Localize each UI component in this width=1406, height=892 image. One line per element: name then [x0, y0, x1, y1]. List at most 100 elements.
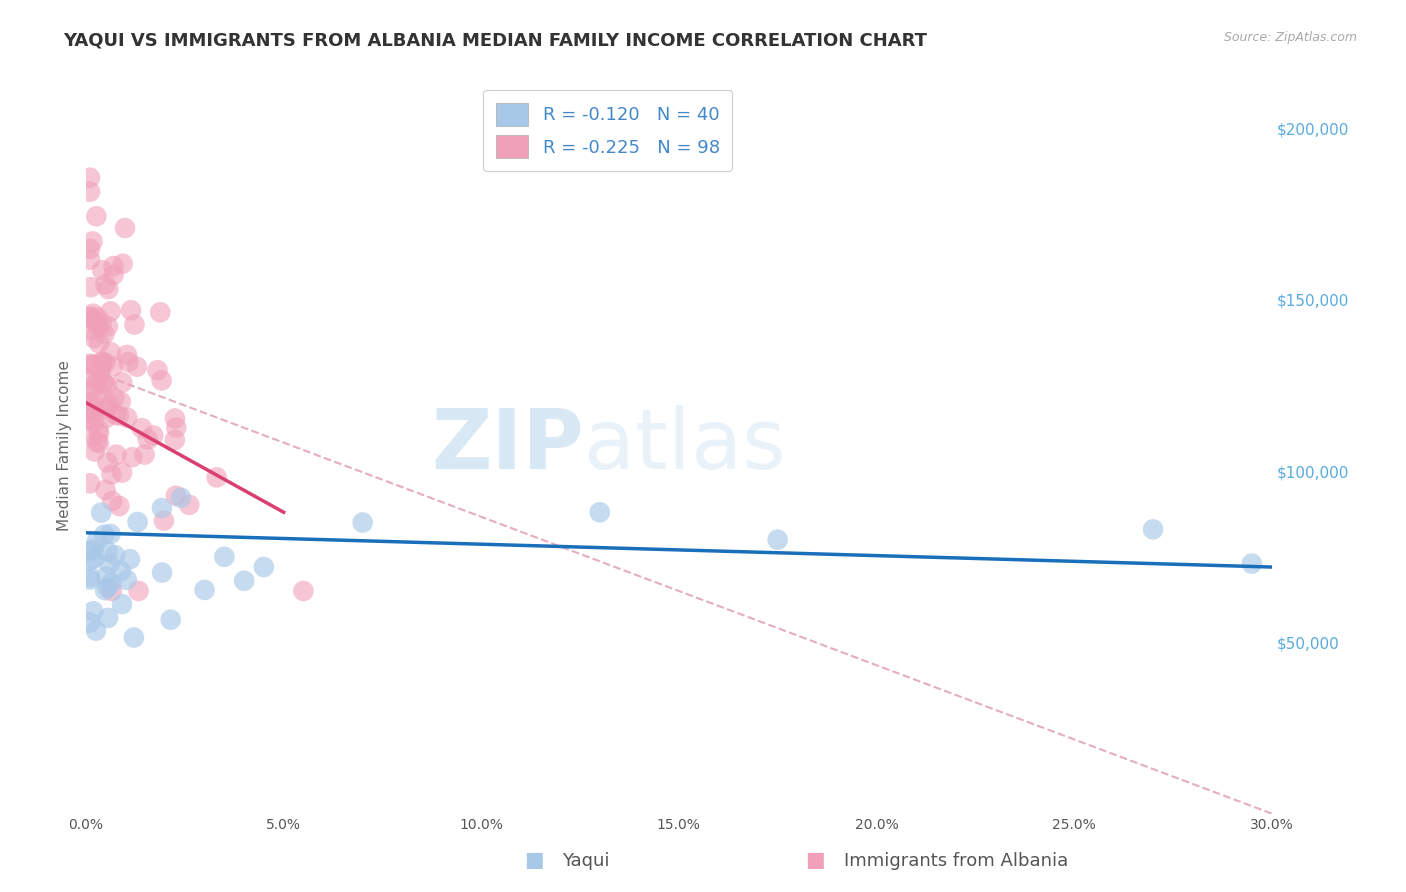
- Point: [131, 421, 153, 435]
- Point: [122, 631, 145, 645]
- Point: [79, 310, 101, 325]
- Point: [205, 470, 228, 484]
- Point: [91, 376, 114, 390]
- Point: [79, 357, 101, 371]
- Point: [87, 436, 110, 450]
- Point: [87, 319, 110, 334]
- Point: [79, 185, 101, 199]
- Point: [127, 515, 149, 529]
- Point: [98, 557, 121, 571]
- Point: [115, 410, 138, 425]
- Point: [79, 242, 101, 256]
- Point: [101, 494, 124, 508]
- Point: [170, 491, 193, 505]
- Point: [134, 448, 156, 462]
- Point: [111, 597, 134, 611]
- Point: [97, 581, 120, 595]
- Point: [111, 257, 134, 271]
- Point: [589, 505, 612, 519]
- Point: [103, 391, 125, 405]
- Point: [80, 280, 103, 294]
- Point: [96, 544, 118, 558]
- Point: [89, 367, 111, 381]
- Point: [96, 401, 118, 416]
- Point: [97, 282, 120, 296]
- Point: [79, 476, 101, 491]
- Point: [87, 336, 110, 351]
- Point: [79, 170, 101, 185]
- Point: [96, 456, 118, 470]
- Point: [103, 268, 125, 282]
- Point: [86, 534, 108, 549]
- Point: [94, 483, 117, 497]
- Point: [79, 408, 101, 422]
- Point: [79, 570, 101, 584]
- Point: [100, 576, 122, 591]
- Point: [136, 433, 159, 447]
- Point: [101, 359, 124, 374]
- Point: [179, 498, 201, 512]
- Point: [82, 604, 104, 618]
- Point: [83, 551, 105, 566]
- Point: [163, 433, 186, 447]
- Point: [94, 356, 117, 370]
- Text: atlas: atlas: [583, 405, 786, 486]
- Point: [79, 396, 101, 410]
- Point: [97, 611, 120, 625]
- Legend: R = -0.120   N = 40, R = -0.225   N = 98: R = -0.120 N = 40, R = -0.225 N = 98: [484, 90, 733, 171]
- Point: [110, 394, 132, 409]
- Point: [90, 506, 112, 520]
- Point: [159, 613, 181, 627]
- Text: Yaqui: Yaqui: [562, 852, 610, 870]
- Point: [83, 542, 105, 557]
- Point: [111, 376, 134, 390]
- Text: ■: ■: [524, 850, 544, 870]
- Point: [214, 549, 236, 564]
- Point: [125, 359, 148, 374]
- Point: [79, 615, 101, 630]
- Point: [79, 358, 101, 372]
- Point: [86, 310, 108, 325]
- Point: [79, 543, 101, 558]
- Point: [103, 259, 125, 273]
- Point: [146, 363, 169, 377]
- Point: [80, 428, 103, 442]
- Point: [100, 467, 122, 482]
- Point: [80, 371, 103, 385]
- Point: [150, 374, 173, 388]
- Point: [83, 315, 105, 329]
- Point: [101, 584, 124, 599]
- Point: [94, 569, 117, 583]
- Point: [83, 415, 105, 429]
- Point: [83, 405, 105, 419]
- Point: [165, 489, 187, 503]
- Point: [89, 361, 111, 376]
- Point: [79, 412, 101, 426]
- Point: [117, 355, 139, 369]
- Point: [253, 560, 276, 574]
- Point: [124, 318, 146, 332]
- Point: [1142, 522, 1164, 536]
- Point: [114, 221, 136, 235]
- Point: [79, 402, 101, 417]
- Point: [149, 305, 172, 319]
- Point: [84, 358, 107, 372]
- Text: ■: ■: [806, 850, 825, 870]
- Point: [83, 331, 105, 345]
- Point: [87, 426, 110, 441]
- Point: [111, 466, 134, 480]
- Point: [84, 209, 107, 223]
- Point: [97, 399, 120, 413]
- Point: [105, 448, 128, 462]
- Point: [120, 303, 142, 318]
- Point: [108, 409, 131, 423]
- Point: [142, 428, 165, 442]
- Point: [93, 392, 115, 407]
- Point: [97, 319, 120, 334]
- Point: [104, 548, 127, 562]
- Point: [105, 408, 128, 422]
- Point: [352, 516, 374, 530]
- Point: [93, 527, 115, 541]
- Point: [150, 566, 173, 580]
- Point: [79, 552, 101, 566]
